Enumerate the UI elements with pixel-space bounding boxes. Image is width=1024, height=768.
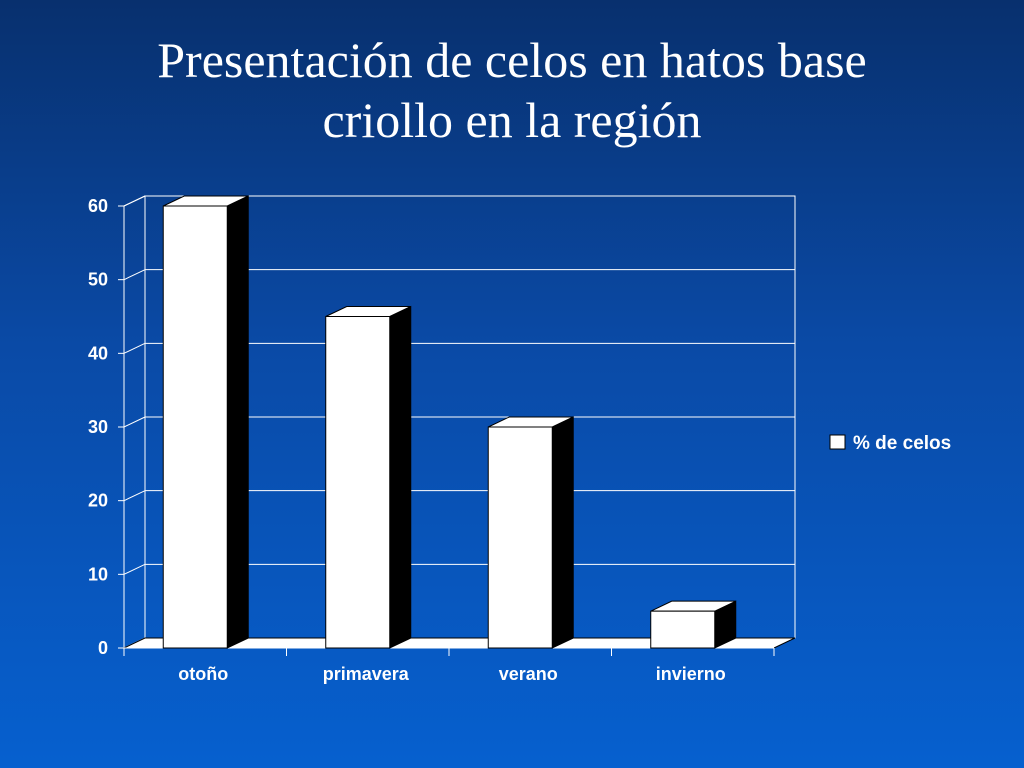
title-line-1: Presentación de celos en hatos base — [157, 32, 867, 88]
side-wall-gridline — [123, 269, 146, 281]
bar — [162, 205, 228, 649]
side-wall-gridline — [123, 416, 146, 428]
bars — [162, 195, 737, 649]
x-tick-label: primavera — [323, 664, 410, 684]
tick-labels: 0 10 20 30 40 50 60 otoño primavera verano inviern… — [88, 196, 726, 684]
side-wall-gridline — [123, 490, 146, 502]
side-wall-gridline — [123, 563, 146, 575]
y-tick-label: 0 — [98, 638, 108, 658]
bar-side — [389, 305, 412, 649]
legend-swatch — [829, 434, 846, 450]
bar — [650, 610, 716, 649]
bar-side — [226, 195, 249, 649]
axes — [118, 195, 796, 656]
side-wall-gridline — [123, 342, 146, 354]
y-tick-label: 50 — [88, 270, 108, 290]
x-tick-label: verano — [499, 664, 558, 684]
bar — [487, 426, 553, 649]
side-wall-top — [123, 195, 146, 207]
x-tick-label: invierno — [656, 664, 726, 684]
y-tick-label: 10 — [88, 564, 108, 584]
x-tick-label: otoño — [178, 664, 228, 684]
y-tick-label: 40 — [88, 343, 108, 363]
y-tick-label: 60 — [88, 196, 108, 216]
y-tick-label: 20 — [88, 491, 108, 511]
gridlines — [123, 195, 796, 649]
title-line-2: criollo en la región — [322, 92, 702, 148]
y-tick-label: 30 — [88, 417, 108, 437]
bar-side — [551, 416, 574, 649]
legend-label: % de celos — [853, 433, 951, 454]
legend: % de celos — [829, 433, 951, 454]
slide-title: Presentación de celos en hatos base crio… — [0, 30, 1024, 150]
bar — [325, 316, 391, 649]
